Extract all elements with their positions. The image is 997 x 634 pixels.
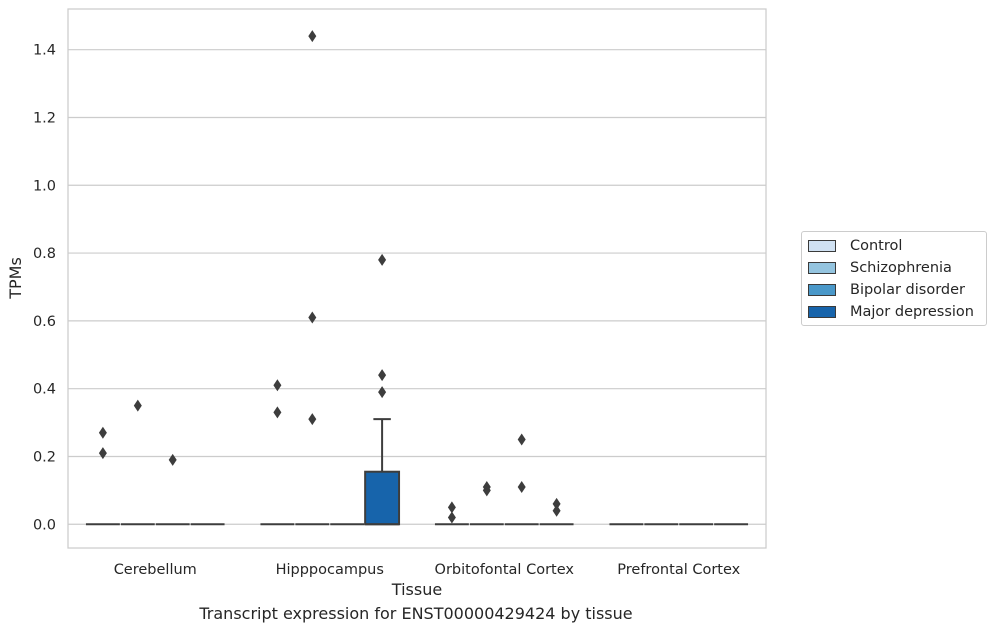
outlier-point — [378, 253, 387, 266]
legend-label: Control — [850, 238, 903, 254]
chart-caption: Transcript expression for ENST0000042942… — [199, 604, 633, 623]
x-tick-label: Hipppocampus — [276, 562, 384, 578]
outlier-point — [273, 379, 282, 392]
y-tick-labels: 0.0 0.2 0.4 0.6 0.8 1.0 1.2 1.4 — [33, 43, 56, 534]
legend-label: Major depression — [850, 304, 974, 320]
outlier-point — [168, 453, 177, 466]
legend-label: Bipolar disorder — [850, 282, 965, 298]
outlier-point — [308, 30, 317, 43]
outlier-point — [308, 413, 317, 426]
outlier-point — [98, 447, 107, 460]
y-tick-label: 0.4 — [33, 382, 56, 398]
legend-item-control: Control — [808, 237, 902, 255]
y-tick-label: 1.2 — [33, 110, 56, 126]
x-tick-label: Prefrontal Cortex — [617, 562, 740, 578]
legend-swatch — [808, 262, 836, 274]
plot-frame — [67, 8, 767, 549]
legend-item-bipolar-disorder: Bipolar disorder — [808, 281, 965, 299]
x-tick-labels: Cerebellum Hipppocampus Orbitofontal Corte… — [114, 562, 741, 578]
outliers — [98, 30, 561, 524]
outlier-point — [552, 504, 561, 517]
outlier-point — [447, 511, 456, 524]
outlier-point — [447, 501, 456, 514]
outlier-point — [378, 369, 387, 382]
outlier-point — [273, 406, 282, 419]
box-body — [364, 470, 401, 526]
legend-swatch — [808, 306, 836, 318]
legend: Control Schizophrenia Bipolar disorder M… — [801, 231, 987, 326]
x-tick-label: Cerebellum — [114, 562, 197, 578]
outlier-point — [482, 484, 491, 497]
x-tick-label: Orbitofontal Cortex — [435, 562, 575, 578]
legend-item-major-depression: Major depression — [808, 303, 974, 321]
outlier-point — [552, 497, 561, 510]
box-hipppocampus-major-depression — [364, 418, 401, 526]
y-tick-label: 1.0 — [33, 178, 56, 194]
boxes — [85, 418, 749, 526]
y-tick-label: 0.6 — [33, 314, 56, 330]
outlier-point — [378, 386, 387, 399]
y-tick-label: 1.4 — [33, 43, 56, 59]
outlier-point — [133, 399, 142, 412]
legend-item-schizophrenia: Schizophrenia — [808, 259, 952, 277]
outlier-point — [517, 433, 526, 446]
y-axis-label: TPMs — [6, 257, 25, 300]
legend-swatch — [808, 240, 836, 252]
outlier-point — [98, 426, 107, 439]
legend-label: Schizophrenia — [850, 260, 952, 276]
y-tick-label: 0.2 — [33, 449, 56, 465]
outlier-point — [308, 311, 317, 324]
grid-lines — [68, 49, 766, 525]
x-axis-label: Tissue — [391, 580, 442, 599]
y-tick-label: 0.0 — [33, 517, 56, 533]
legend-swatch — [808, 284, 836, 296]
outlier-point — [517, 480, 526, 493]
y-tick-label: 0.8 — [33, 246, 56, 262]
